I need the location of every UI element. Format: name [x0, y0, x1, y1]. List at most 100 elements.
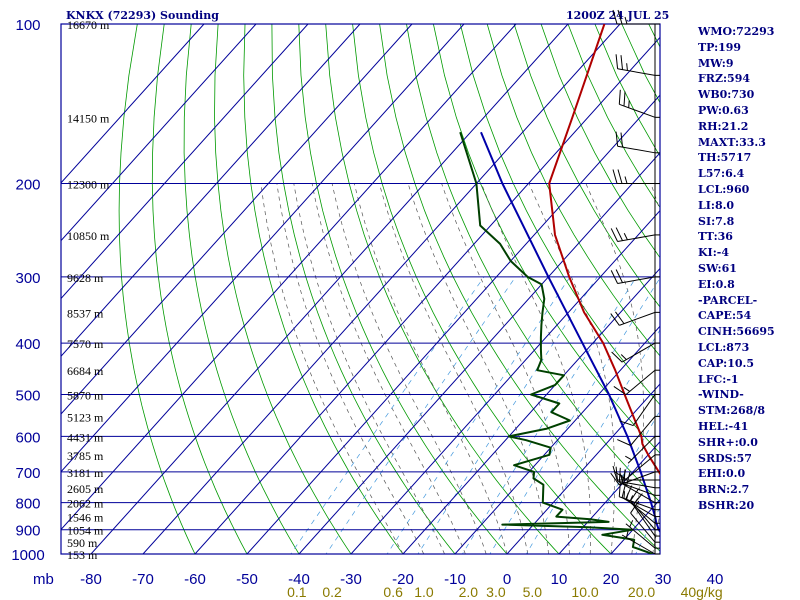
wind-barb-flag [623, 91, 626, 107]
height-label: 12300 m [67, 178, 110, 192]
dry-adiabat [433, 24, 660, 454]
stat-line: WMO:72293 [698, 25, 775, 38]
wind-barb-shaft [632, 394, 656, 426]
dry-adiabat [379, 24, 660, 552]
temperature-tick-label: -60 [184, 571, 206, 588]
wind-barb-shaft [630, 416, 656, 446]
dry-adiabat [783, 24, 800, 565]
wind-barb-shaft [625, 369, 656, 396]
wind-barb-half [623, 491, 626, 499]
pressure-tick-label: 100 [15, 17, 40, 34]
stat-line: -PARCEL- [698, 293, 758, 307]
isotherm [506, 383, 660, 554]
isotherm [402, 267, 660, 554]
wind-barb-shaft [617, 234, 656, 242]
dry-adiabat [298, 24, 508, 554]
stat-line: TP:199 [698, 40, 742, 54]
stat-line: CAPE:54 [698, 309, 752, 323]
mixing-ratio-label: 0.1 [287, 584, 307, 600]
sounding-indices-panel: WMO:72293 TP:199 MW:9 FRZ:594 WB0:730 PW:0.63… [698, 24, 775, 514]
stat-line: L57:6.4 [698, 167, 745, 181]
wind-barb-flag [612, 169, 618, 184]
height-label: 6684 m [67, 364, 104, 378]
wind-barb-half [624, 176, 628, 184]
wind-barb-flag [610, 228, 619, 242]
mixing-ratio-label: 40g/kg [681, 584, 723, 600]
wind-barbs [610, 9, 660, 555]
isotherm [61, 24, 257, 242]
mixing-ratio-label: 10.0 [571, 584, 598, 600]
wind-barb-half [626, 63, 628, 71]
wind-barb-shaft [617, 145, 656, 154]
temperature-tick-label: -40 [288, 571, 310, 588]
stat-line: EHI:0.0 [698, 467, 746, 481]
wind-barb-shaft [627, 436, 656, 464]
temperature-tick-label: -30 [340, 571, 362, 588]
stat-line: SW:61 [698, 261, 737, 275]
moist-adiabat [293, 183, 445, 554]
wind-barb-flag [611, 351, 623, 363]
dry-adiabat [486, 24, 660, 357]
moist-adiabat [650, 183, 660, 554]
pressure-tick-label: 500 [15, 387, 40, 404]
temperature-tick-label: 20 [603, 571, 620, 588]
temperature-tick-label: -70 [132, 571, 154, 588]
isotherm [454, 325, 660, 554]
wind-barb-half [625, 455, 632, 461]
wind-barb-shaft [630, 500, 656, 531]
wind-barb-flag [618, 89, 621, 105]
wind-barb-shaft [619, 103, 656, 118]
dry-adiabat [513, 24, 660, 308]
wind-barb-flag [612, 465, 618, 481]
wind-barb-half [633, 498, 639, 505]
wind-barb-half [625, 530, 629, 538]
height-label: 5870 m [67, 388, 104, 402]
stat-line: KI:-4 [698, 246, 729, 260]
dry-adiabat [325, 24, 560, 554]
stat-line: SRDS:57 [698, 451, 752, 465]
wind-barb-flag [613, 470, 627, 480]
stat-line: LCL:960 [698, 182, 750, 196]
isotherm [61, 24, 361, 357]
wind-barb-flag [610, 472, 620, 486]
moist-adiabat [378, 183, 529, 554]
wind-barb-flag [615, 54, 619, 69]
wind-barb-flag [615, 227, 623, 241]
mixing-ratio-label: 20.0 [628, 584, 655, 600]
height-label: 153 m [67, 548, 98, 562]
height-label: 2605 m [67, 482, 104, 496]
wind-barb-flag [630, 488, 640, 501]
stat-line: WB0:730 [698, 88, 755, 102]
pressure-tick-label: 400 [15, 336, 40, 353]
temperature-tick-label: -50 [236, 571, 258, 588]
pressure-tick-label: 300 [15, 270, 40, 287]
temperature-tick-label: -10 [444, 571, 466, 588]
dry-adiabat [540, 24, 660, 259]
stat-line: PW:0.63 [698, 103, 749, 117]
moist-adiabat [276, 183, 425, 554]
moist-adiabat [585, 183, 644, 554]
isotherm [61, 24, 309, 300]
pressure-tick-label: 900 [15, 523, 40, 540]
pressure-tick-label: 700 [15, 465, 40, 482]
wind-barb-half [620, 354, 627, 360]
height-label: 14150 m [67, 111, 110, 125]
moist-adiabat [441, 183, 570, 554]
wind-barb-shaft [632, 504, 656, 537]
mixing-ratio-line [290, 276, 485, 554]
stat-line: TH:5717 [698, 151, 752, 165]
stat-line: -WIND- [698, 388, 744, 402]
height-label: 16670 m [67, 18, 110, 32]
stat-line: CAP:10.5 [698, 356, 755, 370]
wind-barb-flag [620, 132, 623, 148]
adiabat-grid [61, 24, 800, 565]
wind-barb-shaft [619, 496, 656, 511]
wind-barb-shaft [619, 481, 656, 496]
wind-barb-half [623, 386, 631, 392]
wind-barb-shaft [621, 534, 656, 555]
stat-line: SHR+:0.0 [698, 435, 758, 449]
isotherm [142, 24, 621, 554]
isotherm [246, 94, 660, 554]
temperature-trace [548, 24, 660, 476]
